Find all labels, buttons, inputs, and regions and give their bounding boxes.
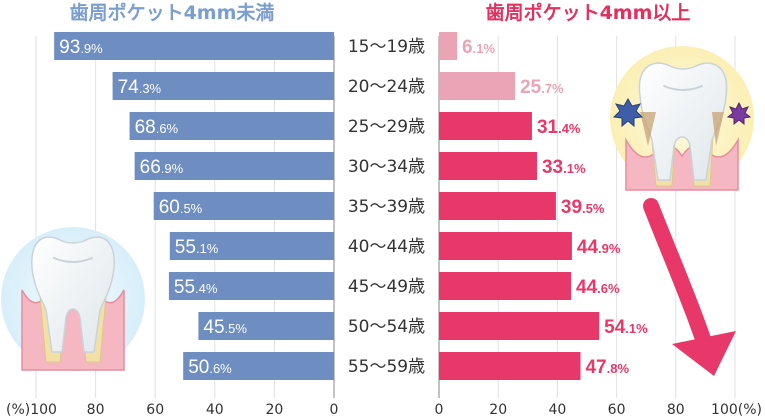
right-bar xyxy=(439,352,581,380)
left-bar xyxy=(153,192,334,220)
right-bar xyxy=(439,32,458,60)
age-labels: 15～19歳 20～24歳 25～29歳 30～34歳 35～39歳 40～44歳 45～4… xyxy=(348,37,425,377)
right-tick-label: 100(%) xyxy=(711,402,762,418)
right-bar-value-label: 47.8% xyxy=(585,357,629,378)
right-bar-value-label: 25.7% xyxy=(520,77,564,98)
left-tick-label: 80 xyxy=(87,402,105,418)
diseased-tooth-illustration xyxy=(610,46,754,191)
trend-arrow xyxy=(643,198,736,376)
right-bar xyxy=(439,72,516,100)
left-bar-value-label: 60.5% xyxy=(159,197,203,218)
right-bar-value-label: 44.6% xyxy=(576,277,620,298)
left-bar xyxy=(198,312,334,340)
left-bar xyxy=(54,32,334,60)
age-label: 50～54歳 xyxy=(348,317,425,337)
right-bar-value-label: 44.9% xyxy=(577,237,621,258)
left-axis-ticks: (%)100 80 60 40 20 0 xyxy=(6,402,338,418)
age-label: 25～29歳 xyxy=(348,117,425,137)
left-tick-label: 40 xyxy=(206,402,224,418)
age-label: 55～59歳 xyxy=(348,357,425,377)
left-bar-value-label: 45.5% xyxy=(203,317,247,338)
right-bar-value-label: 39.5% xyxy=(561,197,605,218)
age-label: 35～39歳 xyxy=(348,197,425,217)
right-chart-title: 歯周ポケット4mm以上 xyxy=(486,1,691,24)
left-bars: 93.9% 74.3% 68.6% 66.9% 60.5% 55.1% 55.4% 45.5%… xyxy=(54,32,334,380)
left-bar-value-label: 93.9% xyxy=(59,37,103,58)
right-tick-label: 80 xyxy=(667,402,685,418)
left-bar-value-label: 74.3% xyxy=(118,77,162,98)
right-bar xyxy=(439,192,556,220)
left-bar xyxy=(134,152,334,180)
bacteria-icon xyxy=(726,101,752,126)
right-bar xyxy=(439,112,532,140)
right-bar-value-label: 6.1% xyxy=(462,37,495,58)
left-bar xyxy=(169,232,334,260)
left-chart-title: 歯周ポケット4mm未満 xyxy=(70,1,275,24)
left-tick-label: (%)100 xyxy=(6,402,57,418)
left-tick-label: 0 xyxy=(330,402,339,418)
right-bar xyxy=(439,232,572,260)
right-tick-label: 60 xyxy=(608,402,626,418)
age-label: 45～49歳 xyxy=(348,277,425,297)
right-tick-label: 0 xyxy=(435,402,444,418)
age-label: 15～19歳 xyxy=(348,37,425,57)
right-bar-value-label: 33.1% xyxy=(542,157,586,178)
right-bars: 6.1% 25.7% 31.4% 33.1% 39.5% 44.9% 44.6% 54.1% 4… xyxy=(439,32,648,380)
right-bar-value-label: 54.1% xyxy=(604,317,648,338)
left-bar-value-label: 55.1% xyxy=(175,237,219,258)
right-bar xyxy=(439,272,572,300)
left-bar-value-label: 55.4% xyxy=(174,277,218,298)
right-bar xyxy=(439,152,537,180)
bacteria-icon xyxy=(612,97,644,128)
left-bar xyxy=(168,272,334,300)
left-tick-label: 60 xyxy=(146,402,164,418)
right-tick-label: 40 xyxy=(548,402,566,418)
right-tick-label: 20 xyxy=(489,402,507,418)
left-bar-value-label: 68.6% xyxy=(135,117,179,138)
age-label: 20～24歳 xyxy=(348,77,425,97)
right-axis-ticks: 0 20 40 60 80 100(%) xyxy=(435,402,762,418)
healthy-tooth-illustration xyxy=(1,227,145,371)
left-bar xyxy=(129,112,334,140)
right-bar-value-label: 31.4% xyxy=(537,117,581,138)
left-tick-label: 20 xyxy=(265,402,283,418)
age-label: 40～44歳 xyxy=(348,237,425,257)
left-bar xyxy=(183,352,334,380)
left-bar xyxy=(112,72,334,100)
left-bar-value-label: 50.6% xyxy=(188,357,232,378)
age-label: 30～34歳 xyxy=(348,157,425,177)
right-bar xyxy=(439,312,600,340)
left-bar-value-label: 66.9% xyxy=(140,157,184,178)
